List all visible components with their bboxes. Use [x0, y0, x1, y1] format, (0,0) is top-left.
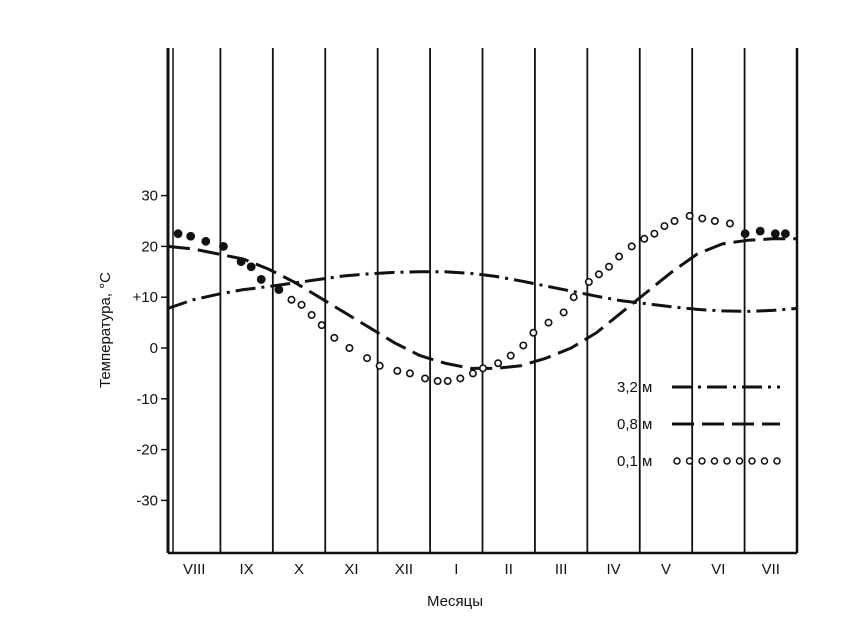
legend-label: 0,1 м [617, 453, 652, 470]
data-point [297, 300, 306, 309]
y-tick-label: -10 [136, 391, 158, 408]
x-tick-label: II [505, 561, 513, 578]
data-point [670, 217, 679, 226]
data-point [363, 354, 372, 363]
data-point [640, 234, 649, 243]
data-point [627, 242, 636, 251]
legend-label: 0,8 м [617, 416, 652, 433]
data-point [307, 310, 316, 319]
data-point [740, 229, 750, 239]
x-tick-label: III [555, 561, 568, 578]
data-point [506, 351, 515, 360]
month-dividers [219, 48, 746, 553]
data-point [468, 369, 477, 378]
data-point [219, 241, 228, 251]
legend-dot [698, 457, 706, 465]
legend: 3,2 м 0,8 м 0,1 м [617, 379, 781, 470]
x-tick-label: VII [762, 561, 780, 578]
data-point [317, 321, 326, 330]
data-point [569, 293, 578, 302]
y-tick-label: +10 [133, 289, 158, 306]
data-point [173, 229, 183, 239]
data-point [478, 364, 487, 373]
data-point [660, 222, 669, 231]
data-point [287, 295, 296, 304]
x-tick-label: IV [606, 561, 620, 578]
data-point [246, 262, 256, 272]
legend-dot [673, 457, 681, 465]
legend-dot [735, 457, 744, 465]
x-axis-title: Месяцы [427, 593, 483, 610]
x-tick-label: VI [711, 561, 725, 578]
data-point [781, 229, 790, 239]
data-point [685, 211, 694, 220]
data-point [698, 214, 707, 223]
legend-label: 3,2 м [617, 379, 652, 396]
y-tick-label: 20 [141, 238, 158, 255]
legend-dot [748, 457, 756, 465]
y-tick-label: 30 [141, 188, 158, 205]
data-point [615, 252, 624, 261]
x-tick-label: X [294, 561, 304, 578]
legend-dot [760, 457, 769, 465]
data-point [456, 374, 465, 383]
series-line-dash-dot [167, 270, 799, 313]
legend-dot [723, 457, 731, 465]
x-tick-label: XI [344, 561, 358, 578]
x-tick-label: VIII [183, 561, 206, 578]
data-point [559, 308, 568, 317]
data-point [494, 359, 503, 368]
data-point [725, 219, 734, 228]
data-point [710, 217, 719, 226]
data-point [236, 257, 246, 267]
data-point [755, 226, 765, 236]
x-tick-label: XII [395, 561, 413, 578]
legend-dot [685, 457, 694, 465]
data-point [594, 270, 603, 279]
data-point [201, 236, 211, 246]
y-tick-label: -30 [136, 492, 158, 509]
x-tick-label: IX [240, 561, 254, 578]
data-point [529, 328, 538, 337]
data-point [650, 229, 659, 238]
legend-dot [710, 457, 719, 465]
data-point [544, 318, 553, 327]
x-axis-tick-labels: VIII IX X XI XII I II III IV V VI VII [183, 561, 780, 578]
y-axis-ticks [161, 194, 168, 502]
data-point [186, 231, 196, 241]
data-point [421, 374, 430, 383]
data-point [604, 262, 613, 271]
data-point [256, 275, 266, 284]
legend-swatch-dotted [673, 457, 781, 465]
series-layer [167, 211, 799, 386]
y-axis-title: Температура, °С [97, 272, 114, 388]
data-point [433, 377, 442, 386]
data-point [443, 377, 452, 386]
data-point [375, 361, 384, 370]
data-point [405, 369, 414, 378]
legend-dot [773, 457, 781, 465]
y-tick-label: -20 [136, 442, 158, 459]
data-point [345, 343, 354, 352]
data-point [330, 333, 339, 342]
data-point [274, 285, 284, 294]
y-tick-label: 0 [150, 340, 158, 357]
y-axis-tick-labels: 30 20 +10 0 -10 -20 -30 [133, 188, 158, 510]
data-point [770, 229, 780, 239]
data-point [393, 366, 402, 375]
data-point [584, 277, 593, 286]
x-tick-label: V [661, 561, 671, 578]
data-point [519, 341, 528, 350]
series-dotted-0-1m [173, 211, 790, 386]
x-tick-label: I [454, 561, 458, 578]
